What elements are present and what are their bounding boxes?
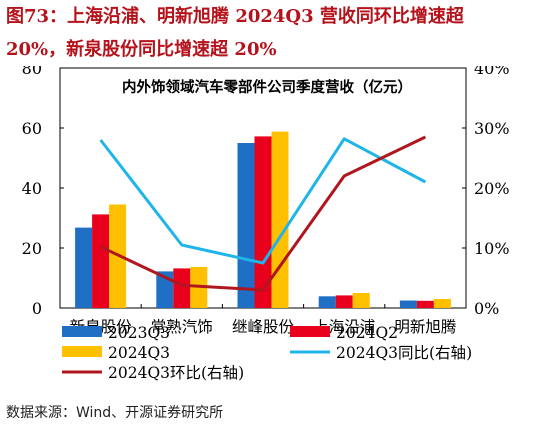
right-axis-tick-label: 20% xyxy=(474,179,510,198)
bar-2024q2 xyxy=(92,214,110,308)
legend-swatch xyxy=(290,326,330,337)
chart-area: 0204060800%10%20%30%40%新泉股份常熟汽饰继峰股份上海沿浦明… xyxy=(0,59,546,396)
bar-2023q3 xyxy=(318,296,336,308)
left-axis-tick-label: 0 xyxy=(32,299,42,318)
legend-label: 2024Q2 xyxy=(336,324,398,342)
line-yoy-series xyxy=(99,137,427,265)
bar-2024q2 xyxy=(254,136,272,308)
x-axis-tick-label: 常熟汽饰 xyxy=(151,318,213,336)
chart-title: 内外饰领域汽车零部件公司季度营收（亿元） xyxy=(122,78,412,96)
bar-2024q2 xyxy=(335,295,353,308)
bar-2023q3 xyxy=(399,300,417,308)
data-source: 数据来源：Wind、开源证券研究所 xyxy=(6,405,224,421)
figure-title-line2: 20%，新泉股份同比增速超 20% xyxy=(6,39,277,60)
bar-2024q3 xyxy=(352,293,370,308)
x-axis-tick-label: 明新旭腾 xyxy=(394,318,457,336)
bar-2024q3 xyxy=(433,299,451,308)
figure-title: 图73：上海沿浦、明新旭腾 2024Q3 营收同环比增速超 20%，新泉股份同比… xyxy=(6,0,542,66)
right-axis-tick-label: 0% xyxy=(474,299,499,318)
left-axis-tick-label: 80 xyxy=(22,66,42,78)
x-axis-tick-label: 继峰股份 xyxy=(232,318,295,336)
right-axis-tick-label: 40% xyxy=(474,66,510,78)
legend-label: 2024Q3环比(右轴) xyxy=(108,364,244,382)
left-axis-tick-label: 60 xyxy=(22,119,42,138)
legend-label: 2024Q3同比(右轴) xyxy=(336,344,472,362)
left-axis-tick-label: 40 xyxy=(22,179,42,198)
chart-svg: 0204060800%10%20%30%40%新泉股份常熟汽饰继峰股份上海沿浦明… xyxy=(22,59,510,382)
line-qoq-series xyxy=(99,135,427,292)
legend-swatch xyxy=(62,326,102,337)
bar-2024q2 xyxy=(416,300,434,308)
bar-2023q3 xyxy=(237,143,255,308)
legend-swatch xyxy=(62,346,102,357)
bar-2023q3 xyxy=(75,227,93,308)
legend-label: 2024Q3 xyxy=(108,344,170,362)
bar-2024q3 xyxy=(271,131,289,308)
bar-2024q2 xyxy=(173,268,191,308)
right-axis-tick-label: 10% xyxy=(474,239,510,258)
left-axis-tick-label: 20 xyxy=(22,239,42,258)
right-axis-tick-label: 30% xyxy=(474,119,510,138)
legend-label: 2023Q3 xyxy=(108,324,170,342)
figure-title-line1: 图73：上海沿浦、明新旭腾 2024Q3 营收同环比增速超 xyxy=(6,6,464,27)
